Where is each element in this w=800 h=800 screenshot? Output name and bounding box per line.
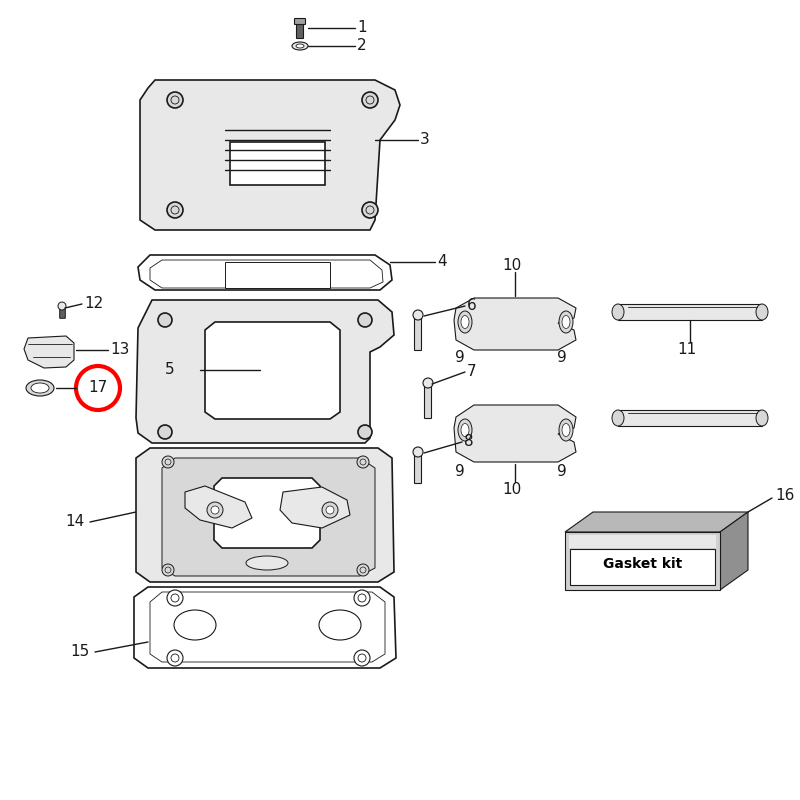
FancyBboxPatch shape — [414, 318, 422, 350]
Text: 4: 4 — [437, 254, 446, 270]
Text: 16: 16 — [775, 489, 794, 503]
Bar — [565, 532, 720, 590]
Circle shape — [167, 650, 183, 666]
Ellipse shape — [562, 423, 570, 437]
Ellipse shape — [246, 556, 288, 570]
FancyBboxPatch shape — [60, 308, 66, 318]
Ellipse shape — [562, 315, 570, 329]
Text: 5: 5 — [166, 362, 175, 378]
Text: 12: 12 — [84, 297, 103, 311]
Ellipse shape — [612, 304, 624, 320]
Circle shape — [362, 202, 378, 218]
Circle shape — [423, 378, 433, 388]
Text: 9: 9 — [557, 465, 567, 479]
Circle shape — [358, 313, 372, 327]
Polygon shape — [162, 458, 375, 576]
Ellipse shape — [174, 610, 216, 640]
Text: 9: 9 — [455, 465, 465, 479]
Polygon shape — [136, 300, 394, 443]
Ellipse shape — [461, 315, 469, 329]
Ellipse shape — [756, 304, 768, 320]
FancyBboxPatch shape — [297, 22, 303, 38]
Polygon shape — [140, 80, 400, 230]
Circle shape — [322, 502, 338, 518]
Text: 10: 10 — [502, 258, 522, 273]
Text: Gasket kit: Gasket kit — [603, 557, 682, 571]
Polygon shape — [136, 448, 394, 582]
Circle shape — [162, 456, 174, 468]
Circle shape — [354, 590, 370, 606]
Circle shape — [158, 425, 172, 439]
Polygon shape — [185, 486, 252, 528]
Polygon shape — [230, 142, 325, 185]
Text: 9: 9 — [455, 350, 465, 366]
Ellipse shape — [458, 419, 472, 441]
Text: 13: 13 — [110, 342, 130, 358]
Text: 6: 6 — [467, 298, 477, 314]
Circle shape — [362, 92, 378, 108]
Ellipse shape — [559, 311, 573, 333]
Polygon shape — [214, 478, 320, 548]
Polygon shape — [134, 587, 396, 668]
Polygon shape — [454, 405, 576, 462]
Polygon shape — [138, 255, 392, 290]
Ellipse shape — [319, 610, 361, 640]
Ellipse shape — [612, 410, 624, 426]
Text: 15: 15 — [70, 645, 90, 659]
Circle shape — [167, 590, 183, 606]
Ellipse shape — [26, 380, 54, 396]
Circle shape — [358, 425, 372, 439]
Circle shape — [158, 313, 172, 327]
Ellipse shape — [756, 410, 768, 426]
Ellipse shape — [458, 311, 472, 333]
FancyBboxPatch shape — [414, 454, 422, 483]
Polygon shape — [618, 410, 762, 426]
Circle shape — [58, 302, 66, 310]
Circle shape — [354, 650, 370, 666]
FancyBboxPatch shape — [425, 386, 431, 418]
Circle shape — [326, 506, 334, 514]
Circle shape — [357, 456, 369, 468]
Bar — [225, 262, 330, 288]
Circle shape — [211, 506, 219, 514]
Text: 11: 11 — [678, 342, 697, 357]
Ellipse shape — [296, 44, 304, 48]
Ellipse shape — [292, 42, 308, 50]
FancyBboxPatch shape — [294, 18, 306, 25]
Ellipse shape — [461, 423, 469, 437]
Circle shape — [413, 310, 423, 320]
Ellipse shape — [559, 419, 573, 441]
Text: 10: 10 — [502, 482, 522, 497]
Text: 8: 8 — [464, 434, 474, 450]
Polygon shape — [454, 298, 576, 350]
Bar — [569, 535, 716, 548]
Polygon shape — [720, 512, 748, 590]
Text: 2: 2 — [357, 38, 366, 54]
FancyBboxPatch shape — [570, 549, 715, 585]
Circle shape — [167, 92, 183, 108]
Text: 17: 17 — [88, 381, 108, 395]
Text: 1: 1 — [357, 21, 366, 35]
Circle shape — [162, 564, 174, 576]
Polygon shape — [618, 304, 762, 320]
Text: 9: 9 — [557, 350, 567, 366]
Text: 14: 14 — [66, 514, 85, 530]
Circle shape — [357, 564, 369, 576]
Circle shape — [207, 502, 223, 518]
Text: 3: 3 — [420, 133, 430, 147]
Text: 7: 7 — [467, 365, 477, 379]
Circle shape — [413, 447, 423, 457]
Polygon shape — [205, 322, 340, 419]
Polygon shape — [565, 512, 748, 532]
Polygon shape — [280, 487, 350, 528]
Ellipse shape — [31, 383, 49, 393]
Polygon shape — [24, 336, 74, 368]
Circle shape — [167, 202, 183, 218]
